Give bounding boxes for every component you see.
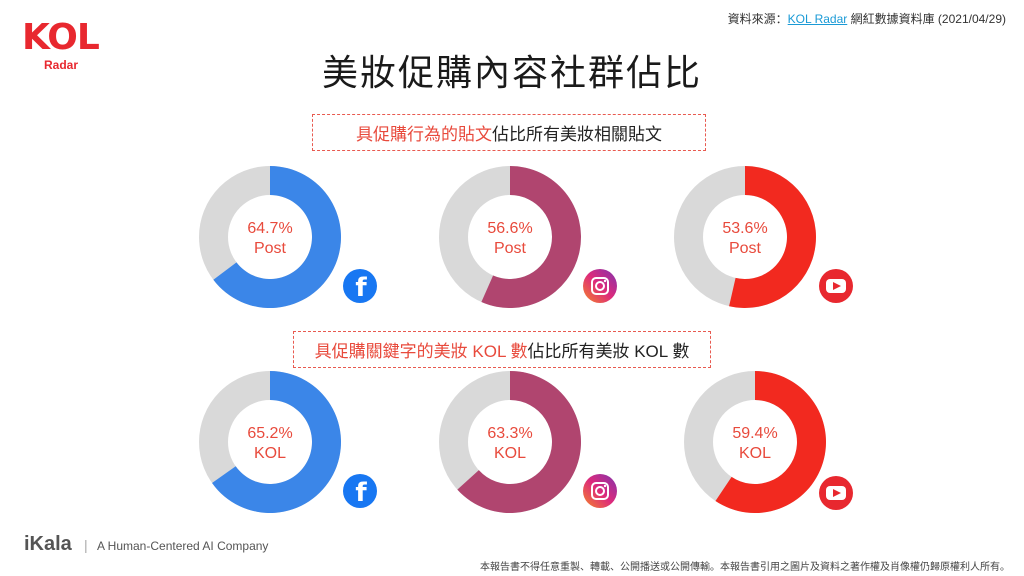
donut-value-1: 64.7%: [247, 220, 292, 237]
footer-tagline: A Human-Centered AI Company: [97, 539, 269, 553]
disclaimer: 本報告書不得任意重製、轉載、公開播送或公開傳輸。本報告書引用之圖片及資料之著作權…: [480, 562, 1010, 573]
svg-text:f: f: [355, 478, 367, 508]
svg-text:f: f: [355, 273, 367, 303]
logo-brand: KOL: [22, 17, 100, 58]
section-2-rest: 佔比所有美妝 KOL 數: [527, 342, 690, 361]
donut-slice-5: [457, 371, 581, 513]
donut-unit-2: Post: [494, 240, 527, 257]
section-1-highlight: 具促購行為的貼文: [356, 125, 492, 144]
donut-unit-5: KOL: [494, 445, 526, 462]
donut-value-5: 63.3%: [487, 425, 532, 442]
youtube-icon: [819, 269, 853, 303]
instagram-icon: [583, 269, 617, 303]
donut-slice-3: [729, 166, 817, 308]
kol-radar-logo: KOL Radar: [22, 20, 112, 78]
section-1-subtitle: 具促購行為的貼文佔比所有美妝相關貼文: [312, 114, 706, 151]
donut-slice-6: [715, 371, 826, 513]
source-prefix: 資料來源：: [727, 12, 788, 26]
instagram-icon: [583, 474, 617, 508]
data-source: 資料來源：KOL Radar 網紅數據資料庫 (2021/04/29): [728, 10, 1006, 27]
section-2-highlight: 具促購關鍵字的美妝 KOL 數: [314, 342, 528, 361]
section-2-subtitle: 具促購關鍵字的美妝 KOL 數佔比所有美妝 KOL 數: [293, 331, 711, 368]
donut-unit-6: KOL: [739, 445, 771, 462]
page-title: 美妝促購內容社群佔比: [321, 53, 702, 94]
donut-unit-3: Post: [729, 240, 762, 257]
donut-unit-1: Post: [254, 240, 287, 257]
donut-slice-4: [212, 371, 341, 513]
donut-value-6: 59.4%: [732, 425, 777, 442]
logo-sub: Radar: [43, 58, 78, 72]
donut-value-3: 53.6%: [722, 220, 767, 237]
source-link[interactable]: KOL Radar: [787, 12, 848, 26]
youtube-icon: [819, 476, 853, 510]
donut-value-2: 56.6%: [487, 220, 532, 237]
donut-value-4: 65.2%: [247, 425, 292, 442]
donut-slice-1: [213, 166, 342, 308]
section-1-rest: 佔比所有美妝相關貼文: [492, 125, 662, 144]
facebook-icon: f: [343, 474, 377, 508]
source-suffix: 網紅數據資料庫 (2021/04/29): [847, 12, 1006, 26]
donut-unit-4: KOL: [254, 445, 286, 462]
facebook-icon: f: [343, 269, 377, 303]
donut-slice-2: [481, 166, 581, 308]
footer-separator: |: [84, 537, 88, 553]
ikala-logo: iKala: [24, 533, 72, 555]
